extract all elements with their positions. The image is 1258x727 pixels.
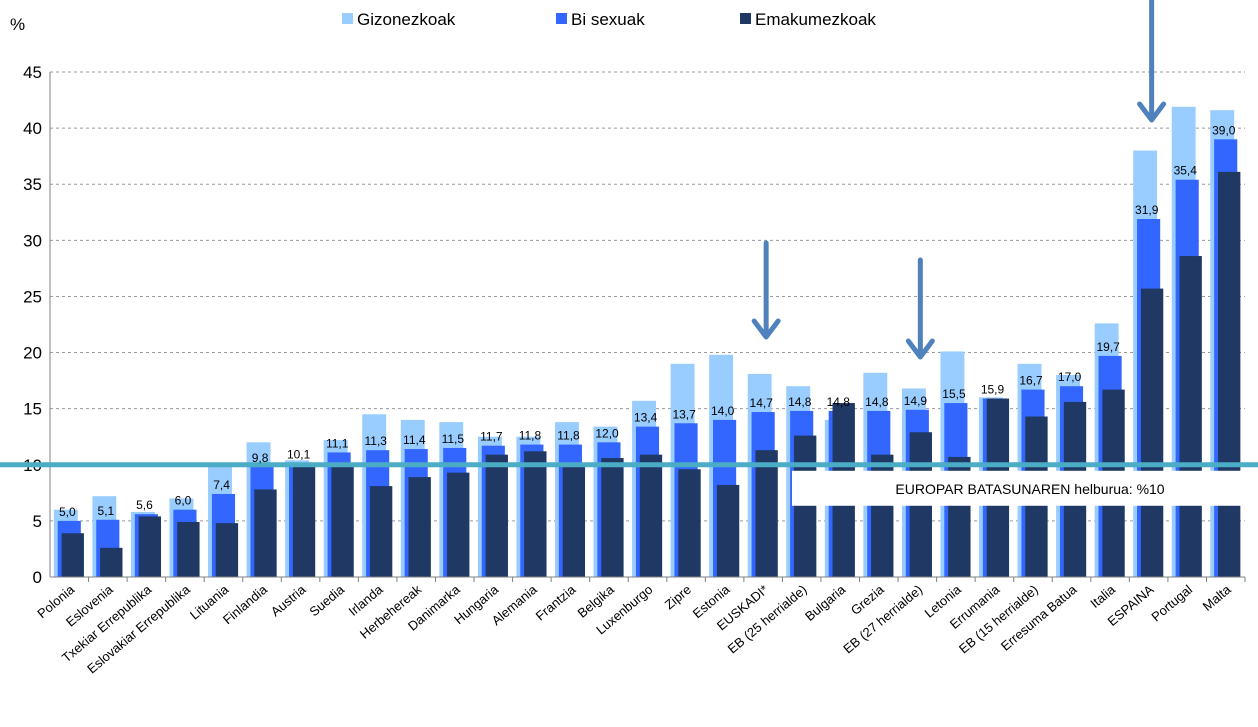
bar-emakumezkoak — [254, 489, 277, 577]
bar-emakumezkoak — [447, 472, 470, 577]
y-tick-label: 35 — [23, 175, 42, 194]
data-label: 15,9 — [981, 383, 1005, 397]
target-line-group: EUROPAR BATASUNAREN helburua: %10 — [0, 462, 1258, 506]
bar-emakumezkoak — [1140, 288, 1164, 577]
data-label: 11,5 — [442, 432, 465, 446]
data-label: 10,1 — [287, 448, 311, 462]
y-axis: 051015202530354045 — [23, 63, 51, 587]
data-label: 17,0 — [1058, 370, 1082, 384]
bar-emakumezkoak — [755, 450, 778, 577]
y-tick-label: 25 — [23, 287, 42, 306]
legend: Gizonezkoak Bi sexuak Emakumezkoak — [342, 10, 876, 29]
data-label: 11,3 — [364, 434, 387, 448]
y-tick-label: 45 — [23, 63, 42, 82]
down-arrow-icon — [905, 257, 935, 360]
bar-emakumezkoak — [138, 516, 162, 577]
down-arrow-icon — [1137, 0, 1167, 123]
y-tick-label: 0 — [33, 568, 42, 587]
bar-emakumezkoak — [485, 454, 508, 577]
bar-emakumezkoak — [408, 477, 431, 577]
data-labels: 5,0 5,1 5,6 6,0 7,4 9,8 10,1 11,1 11,3 11,4 11,5 11… — [59, 123, 1236, 519]
bar-emakumezkoak — [369, 486, 393, 577]
target-label-box — [792, 470, 1258, 506]
data-label: 7,4 — [213, 478, 230, 492]
data-label: 5,1 — [98, 504, 115, 518]
bar-emakumezkoak — [1218, 171, 1241, 577]
y-tick-label: 30 — [23, 231, 42, 250]
data-label: 11,8 — [519, 429, 542, 443]
data-label: 35,4 — [1174, 164, 1198, 178]
y-tick-label: 40 — [23, 119, 42, 138]
legend-label: Bi sexuak — [571, 10, 645, 29]
x-category-label: Italia — [1087, 581, 1118, 611]
bar-emakumezkoak — [331, 465, 354, 577]
down-arrow-icon — [751, 240, 781, 340]
data-label: 5,0 — [59, 505, 76, 519]
legend-swatch — [740, 13, 751, 24]
x-category-label: Austria — [268, 581, 309, 619]
bar-emakumezkoak — [61, 533, 84, 577]
data-label: 14,7 — [750, 396, 774, 410]
data-label: 14,9 — [904, 394, 928, 408]
x-category-label: Finlandia — [220, 581, 271, 627]
data-label: 15,5 — [942, 387, 966, 401]
data-label: 31,9 — [1135, 203, 1159, 217]
bar-emakumezkoak — [1179, 256, 1202, 577]
data-label: 9,8 — [252, 451, 269, 465]
data-label: 14,0 — [711, 404, 735, 418]
bars — [53, 106, 1241, 578]
bar-emakumezkoak — [524, 451, 547, 577]
highlight-arrows — [751, 0, 1167, 360]
y-tick-label: 20 — [23, 344, 42, 363]
x-category-label: Suedia — [306, 581, 347, 619]
bar-emakumezkoak — [215, 523, 239, 577]
target-label: EUROPAR BATASUNAREN helburua: %10 — [895, 481, 1164, 497]
legend-label: Emakumezkoak — [755, 10, 876, 29]
y-tick-label: 15 — [23, 400, 42, 419]
x-category-label: Frantzia — [533, 581, 579, 623]
data-label: 13,4 — [634, 411, 658, 425]
data-label: 5,6 — [136, 498, 153, 512]
x-category-label: Portugal — [1148, 582, 1195, 625]
y-unit-label: % — [10, 15, 25, 34]
data-label: 14,8 — [827, 395, 851, 409]
legend-swatch — [556, 13, 567, 24]
bar-emakumezkoak — [678, 469, 701, 577]
data-label: 11,1 — [326, 436, 349, 450]
x-category-label: Malta — [1200, 581, 1235, 613]
legend-label: Gizonezkoak — [357, 10, 456, 29]
data-label: 11,8 — [557, 429, 580, 443]
bar-emakumezkoak — [100, 547, 123, 577]
arrow-head — [1137, 101, 1167, 123]
data-label: 19,7 — [1096, 340, 1120, 354]
bar-emakumezkoak — [793, 435, 817, 577]
data-label: 6,0 — [175, 494, 192, 508]
data-label: 11,4 — [403, 433, 426, 447]
bar-emakumezkoak — [562, 467, 586, 577]
bar-emakumezkoak — [716, 484, 740, 577]
bar-emakumezkoak — [292, 465, 316, 577]
x-category-label: Bulgaria — [802, 581, 849, 624]
y-tick-label: 5 — [33, 512, 42, 531]
bar-emakumezkoak — [639, 454, 663, 577]
data-label: 14,8 — [865, 395, 889, 409]
bar-emakumezkoak — [177, 522, 200, 577]
bar-emakumezkoak — [601, 458, 624, 577]
x-category-label: Zipre — [662, 582, 694, 613]
arrow-head — [751, 318, 781, 340]
data-label: 13,7 — [672, 407, 696, 421]
data-label: 39,0 — [1212, 123, 1236, 137]
arrow-head — [905, 338, 935, 360]
data-label: 12,0 — [595, 426, 619, 440]
data-label: 16,7 — [1019, 374, 1043, 388]
data-label: 14,8 — [788, 395, 812, 409]
data-label: 11,7 — [480, 430, 503, 444]
legend-swatch — [342, 13, 353, 24]
